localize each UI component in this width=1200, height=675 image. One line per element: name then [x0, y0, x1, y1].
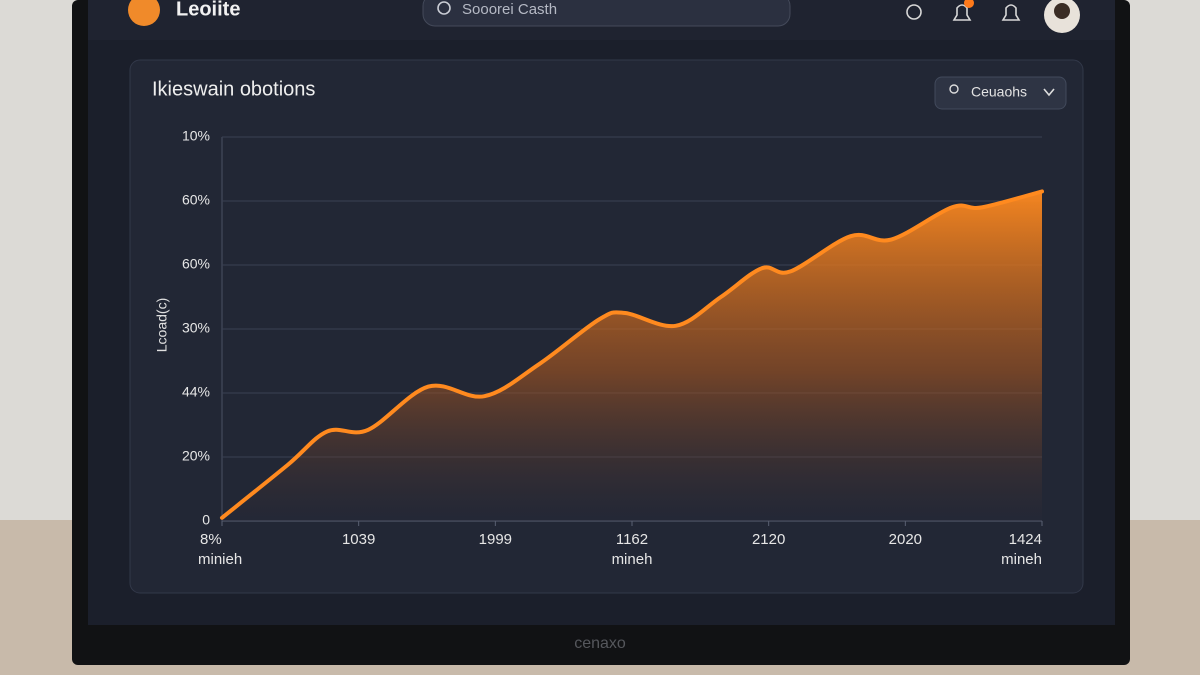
dropdown-icon	[949, 84, 959, 94]
x-tick-sublabel: mineh	[612, 551, 653, 568]
y-tick-label: 10%	[182, 128, 210, 144]
y-tick-label: 60%	[182, 256, 210, 272]
y-tick-label: 44%	[182, 384, 210, 400]
monitor-brand: cenaxo	[574, 635, 626, 652]
notification-badge	[964, 0, 974, 8]
area-fill	[222, 191, 1042, 521]
area-line	[220, 189, 1044, 520]
refresh-icon[interactable]	[906, 4, 922, 20]
y-tick-label: 20%	[182, 448, 210, 464]
x-tick-label: 8%	[200, 531, 222, 548]
avatar-face	[1054, 3, 1070, 19]
notification-icon[interactable]	[952, 4, 972, 21]
y-tick-label: 60%	[182, 192, 210, 208]
chart-title: Ikieswain obotions	[152, 78, 315, 100]
x-tick-sublabel: minieh	[198, 551, 242, 568]
y-tick-label: 30%	[182, 320, 210, 336]
y-tick-label: 0	[202, 512, 210, 528]
x-tick-label: 1424	[1009, 531, 1042, 548]
x-tick-label: 1999	[479, 531, 512, 548]
logo: Leoiite	[176, 0, 240, 20]
x-tick-label: 2120	[752, 531, 785, 548]
x-tick-label: 2020	[889, 531, 922, 548]
search-box[interactable]	[422, 0, 791, 27]
search-placeholder: Sooorei Casth	[462, 1, 557, 18]
y-axis-label: Lcoad(c)	[154, 298, 170, 352]
bell-icon[interactable]	[1001, 4, 1021, 21]
logo-icon	[128, 0, 160, 26]
x-tick-label: 1162	[616, 531, 648, 548]
dropdown-label: Ceuaohs	[971, 84, 1027, 100]
search-icon	[437, 1, 451, 15]
x-tick-sublabel: mineh	[1001, 551, 1042, 568]
dropdown[interactable]	[934, 76, 1067, 110]
dropdown-chevron	[1043, 88, 1055, 97]
x-tick-label: 1039	[342, 531, 375, 548]
